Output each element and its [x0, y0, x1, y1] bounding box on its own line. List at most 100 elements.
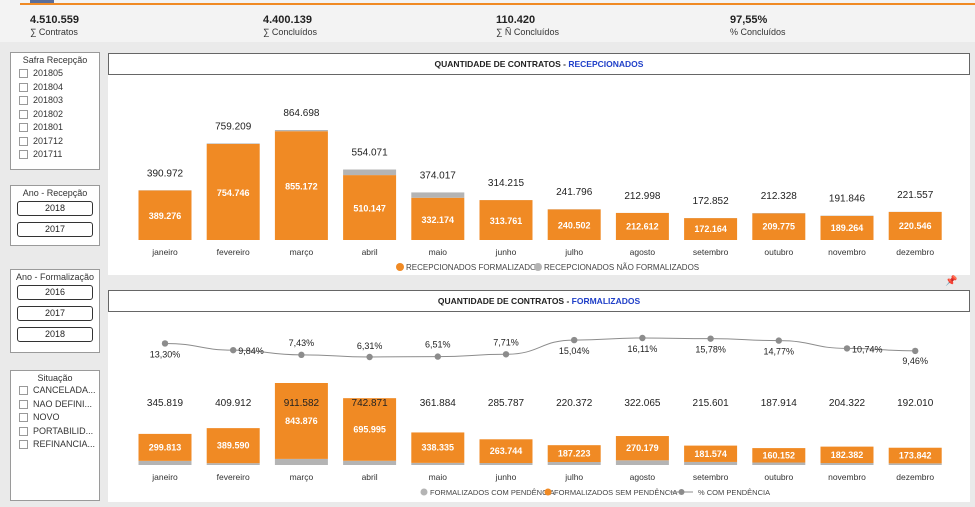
bar-value-label: 189.264	[831, 223, 864, 233]
bar-value-label: 299.813	[149, 442, 182, 452]
pct-label: 10,74%	[852, 344, 883, 354]
chart-formalizados-title: QUANTIDADE DE CONTRATOS - FORMALIZADOS	[108, 290, 970, 312]
bar-sem-pendencia	[684, 445, 738, 462]
bar-value-label: 389.276	[149, 211, 182, 221]
category-label: janeiro	[151, 247, 178, 257]
pin-icon[interactable]: 📌	[945, 276, 958, 287]
total-label: 345.819	[147, 398, 184, 409]
total-label: 191.846	[829, 194, 866, 205]
checkbox-item[interactable]: 201801	[11, 121, 99, 135]
category-label: setembro	[693, 472, 729, 482]
total-label: 322.065	[624, 398, 661, 409]
slicer-button-2017[interactable]: 2017	[17, 306, 93, 321]
checkbox-item[interactable]: NOVO	[11, 411, 99, 425]
total-label: 759.209	[215, 121, 252, 132]
checkbox-item[interactable]: 201803	[11, 94, 99, 108]
pct-point	[161, 340, 169, 347]
chart-recepcionados-svg: 390.972 389.276 janeiro 759.209 754.746 fever…	[138, 108, 942, 272]
bar-value-label: 220.546	[899, 221, 932, 231]
pct-line	[164, 337, 916, 358]
checkbox-icon[interactable]	[19, 69, 28, 79]
bar-formalizados	[274, 131, 328, 240]
slicer-button-2017[interactable]: 2017	[17, 222, 93, 237]
kpi-value: 97,55%	[730, 14, 768, 26]
bar-sem-pendencia	[820, 446, 874, 464]
bar-formalizados	[684, 218, 738, 240]
total-label: 221.557	[897, 190, 934, 201]
checkbox-icon[interactable]	[19, 82, 28, 92]
checkbox-icon[interactable]	[19, 426, 28, 436]
bar-sem-pendencia	[411, 432, 465, 463]
checkbox-item[interactable]: 201804	[11, 81, 99, 95]
bar-com-pendencia	[411, 462, 465, 465]
checkbox-icon[interactable]	[19, 109, 28, 119]
checkbox-item[interactable]: 201805	[11, 67, 99, 81]
category-label: agosto	[630, 247, 656, 257]
bar-sem-pendencia	[888, 447, 942, 464]
bar-value-label: 182.382	[831, 450, 864, 460]
pct-point	[366, 353, 373, 361]
checkbox-label: PORTABILID...	[33, 425, 94, 436]
checkbox-item[interactable]: 201802	[11, 108, 99, 122]
checkbox-icon[interactable]	[19, 96, 28, 106]
category-label: janeiro	[151, 472, 178, 482]
checkbox-item[interactable]: CANCELADA...	[11, 384, 99, 398]
pct-point	[502, 351, 510, 358]
total-label: 742.871	[352, 398, 389, 409]
bar-value-label: 209.775	[763, 222, 796, 232]
bar-formalizados	[615, 212, 669, 240]
checkbox-icon[interactable]	[19, 399, 28, 409]
bar-formalizados	[820, 215, 874, 240]
slicer-button-2018[interactable]: 2018	[17, 327, 93, 342]
pct-label: 9,46%	[902, 356, 928, 366]
total-label: 285.787	[488, 398, 525, 409]
total-label: 361.884	[420, 398, 457, 409]
checkbox-item[interactable]: 201712	[11, 135, 99, 149]
bar-value-label: 510.147	[353, 204, 386, 214]
chart-title-highlight: FORMALIZADOS	[571, 296, 641, 306]
kpi-contratos: 4.510.559 ∑ Contratos	[30, 14, 79, 37]
bar-formalizados	[547, 209, 601, 240]
checkbox-icon[interactable]	[19, 386, 28, 396]
bar-formalizados	[138, 190, 192, 240]
bar-formalizados	[479, 200, 533, 240]
bar-com-pendencia	[547, 462, 601, 465]
slicer-button-2018[interactable]: 2018	[17, 201, 93, 216]
bar-value-label: 855.172	[285, 182, 318, 192]
slicer-title: Situação	[37, 373, 73, 383]
pct-point	[639, 334, 646, 342]
bar-nao-formalizados	[274, 130, 328, 132]
pct-label: 13,30%	[150, 349, 181, 359]
chart-title-prefix: QUANTIDADE DE CONTRATOS -	[437, 296, 572, 306]
kpi-value: 110.420	[496, 14, 536, 26]
checkbox-icon[interactable]	[19, 123, 28, 133]
bar-formalizados	[888, 211, 942, 240]
checkbox-icon[interactable]	[19, 413, 28, 423]
checkbox-item[interactable]: PORTABILID...	[11, 425, 99, 439]
bar-sem-pendencia	[138, 433, 192, 461]
kpi-concluidos: 4.400.139 ∑ Concluídos	[263, 14, 317, 37]
kpi-value: 4.510.559	[30, 14, 79, 26]
pct-label: 6,51%	[425, 340, 451, 350]
category-label: dezembro	[896, 247, 934, 257]
bar-value-label: 270.179	[626, 443, 659, 453]
bar-com-pendencia	[752, 462, 806, 465]
bar-com-pendencia	[206, 463, 260, 465]
checkbox-item[interactable]: NAO DEFINI...	[11, 398, 99, 412]
checkbox-item[interactable]: REFINANCIA...	[11, 438, 99, 452]
checkbox-icon[interactable]	[19, 440, 28, 450]
checkbox-label: 201712	[33, 135, 64, 146]
pct-point	[707, 335, 714, 342]
slicer-safra-recepcao: Safra Recepção 201805 201804 201803 2018…	[10, 52, 100, 170]
checkbox-icon[interactable]	[19, 150, 28, 160]
pct-point	[298, 351, 305, 359]
total-label: 215.601	[693, 398, 730, 409]
slicer-ano-formalizacao: Ano - Formalização 2016 2017 2018	[10, 269, 100, 353]
logo	[30, 0, 54, 3]
legend-label: RECEPCIONADOS NÃO FORMALIZADOS	[544, 263, 699, 272]
slicer-button-2016[interactable]: 2016	[17, 285, 93, 300]
pct-point	[434, 353, 441, 360]
checkbox-icon[interactable]	[19, 136, 28, 146]
bar-com-pendencia	[888, 463, 942, 465]
checkbox-item[interactable]: 201711	[11, 148, 99, 162]
